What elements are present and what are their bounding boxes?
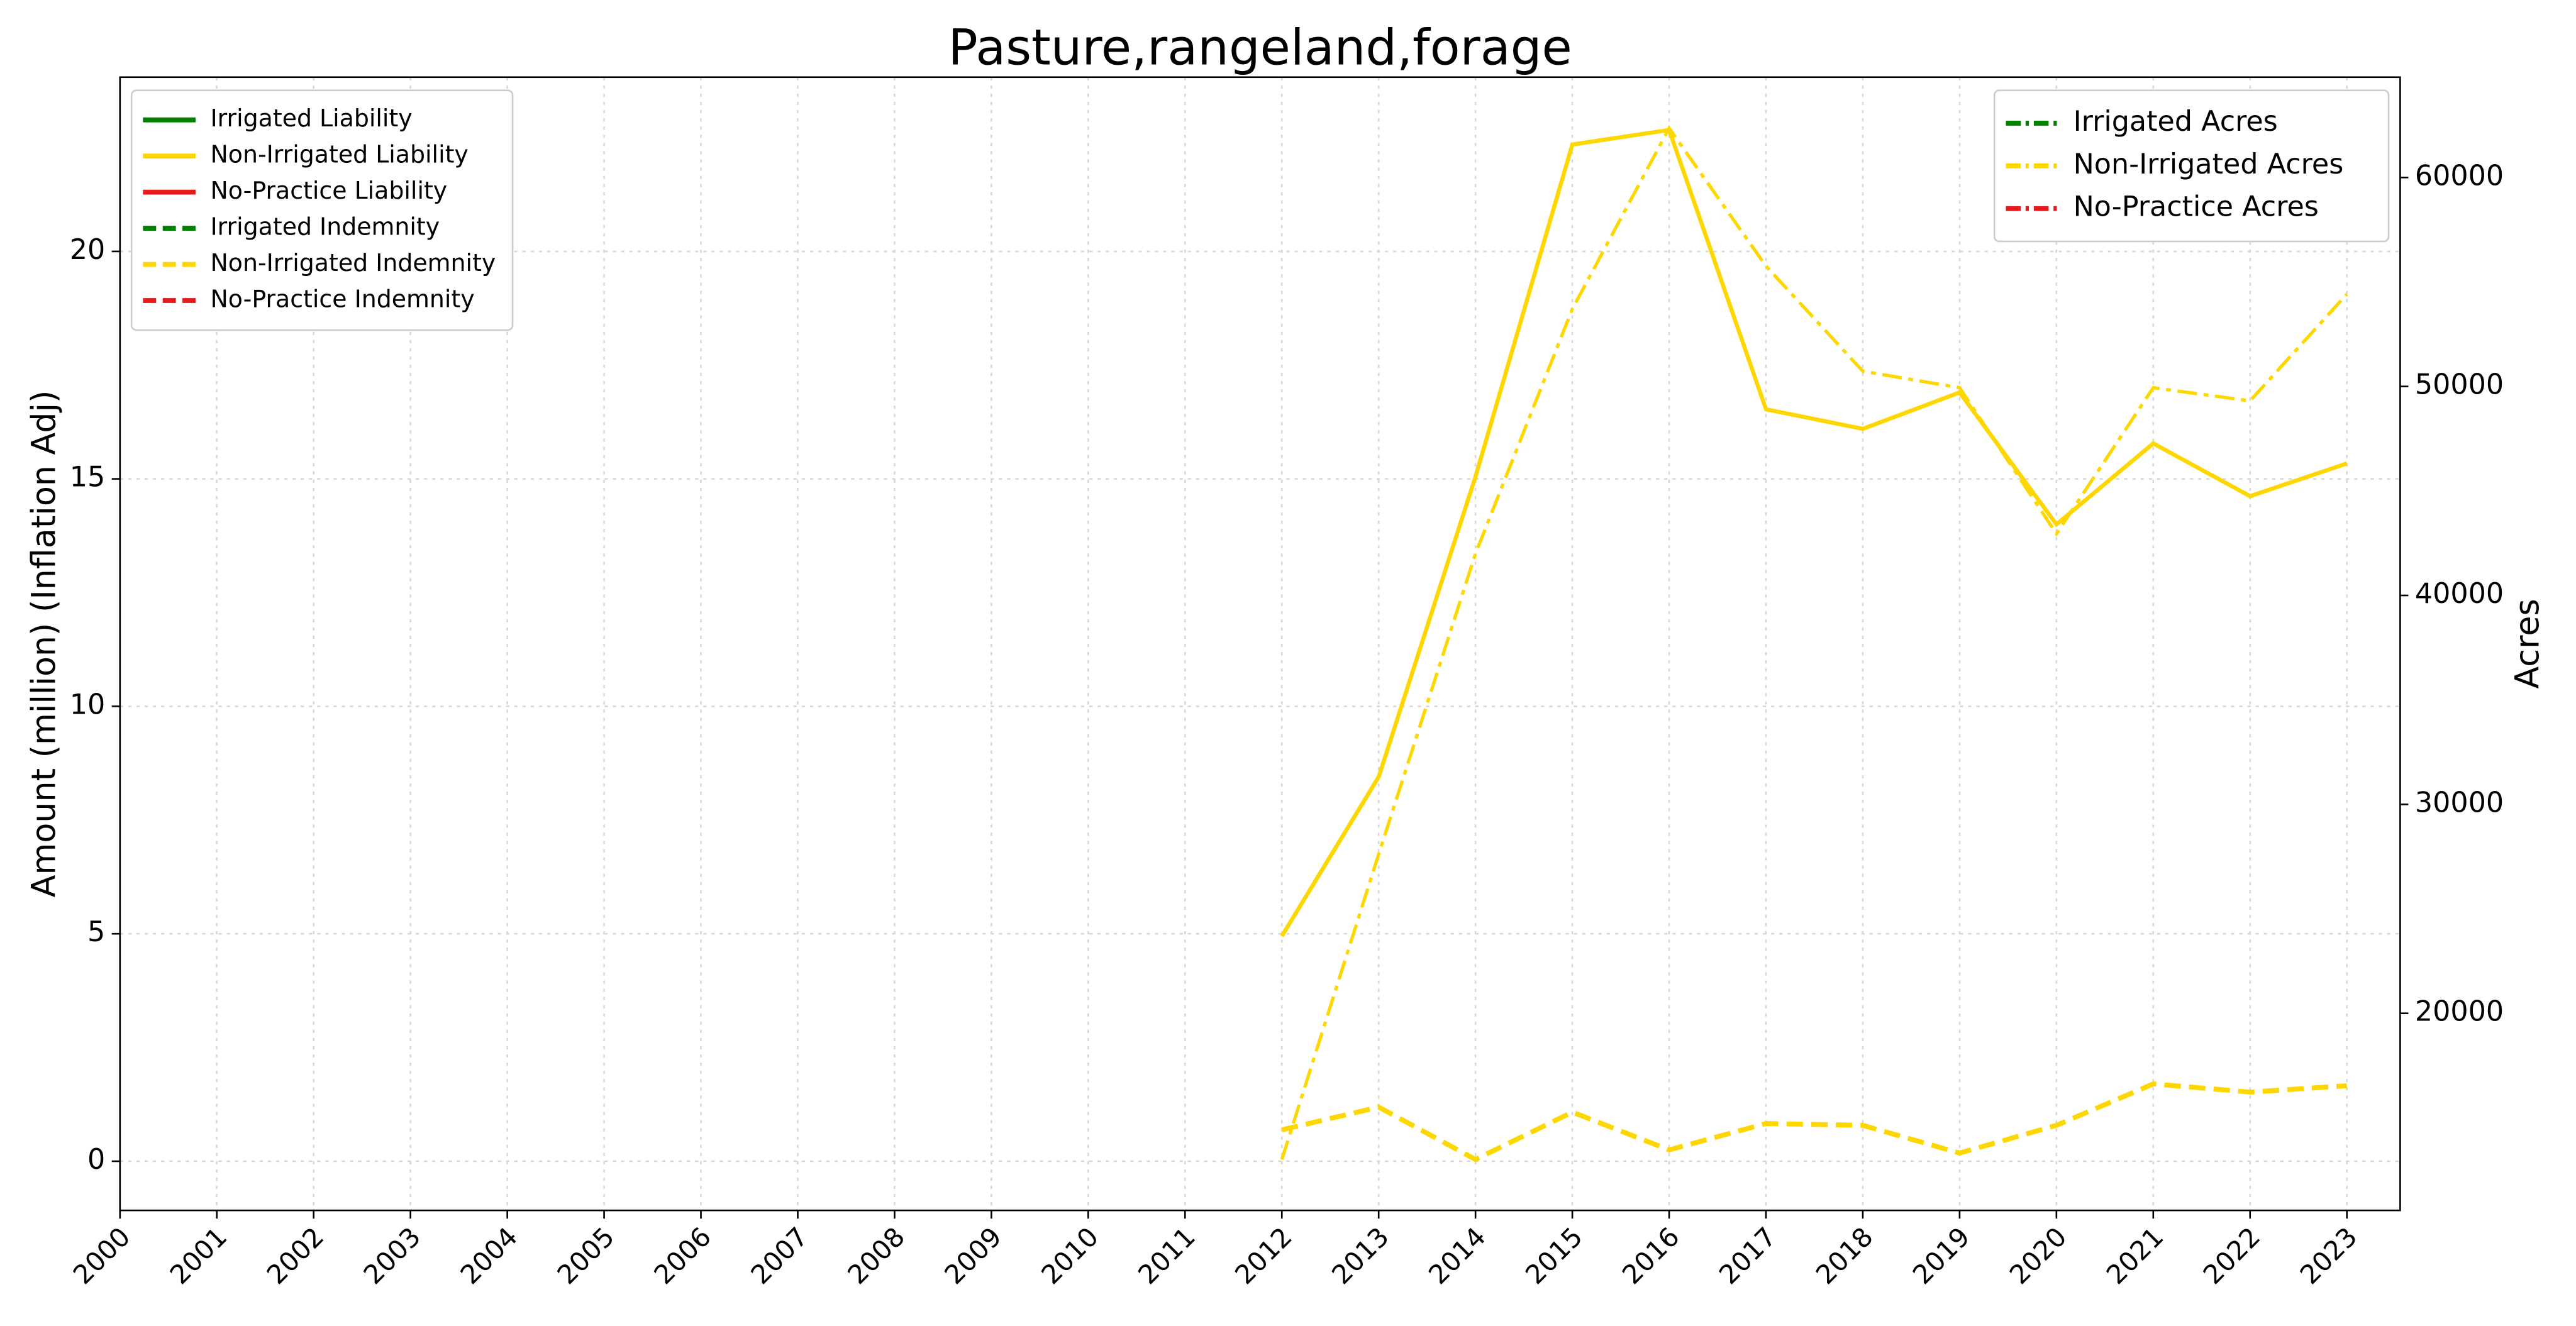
legend-label: No-Practice Indemnity bbox=[210, 285, 474, 313]
chart-title: Pasture,rangeland,forage bbox=[948, 19, 1572, 76]
y-tick-label: 10 bbox=[70, 688, 106, 721]
plot-frame bbox=[119, 76, 2401, 1212]
legend-label: No-Practice Liability bbox=[210, 177, 447, 204]
y2-tick-label: 50000 bbox=[2415, 369, 2504, 401]
series-line bbox=[1280, 128, 2348, 937]
x-tick-label: 2020 bbox=[2004, 1221, 2073, 1290]
legend-box bbox=[130, 89, 514, 331]
y2-tick-label: 30000 bbox=[2415, 787, 2504, 819]
y2-axis-label: Acres bbox=[2509, 599, 2547, 688]
legend-label: Irrigated Indemnity bbox=[210, 213, 440, 241]
series-line bbox=[1280, 124, 2348, 1160]
x-tick-label: 2023 bbox=[2294, 1221, 2363, 1290]
x-tick-label: 2013 bbox=[1326, 1221, 1395, 1290]
x-tick-label: 2015 bbox=[1519, 1221, 1589, 1290]
x-tick-label: 2001 bbox=[164, 1221, 233, 1290]
legend-label: Non-Irrigated Liability bbox=[210, 141, 468, 169]
legend-label: Irrigated Acres bbox=[2074, 106, 2278, 138]
x-tick-label: 2014 bbox=[1423, 1221, 1492, 1290]
x-tick-label: 2006 bbox=[648, 1221, 717, 1290]
x-tick-label: 2011 bbox=[1132, 1221, 1201, 1290]
legend-box bbox=[1993, 89, 2390, 243]
x-tick-label: 2010 bbox=[1035, 1221, 1104, 1290]
x-tick-label: 2016 bbox=[1616, 1221, 1685, 1290]
x-tick-label: 2000 bbox=[67, 1221, 136, 1290]
x-tick-label: 2009 bbox=[938, 1221, 1008, 1290]
y-tick-label: 5 bbox=[87, 916, 105, 948]
x-tick-label: 2022 bbox=[2197, 1221, 2267, 1290]
x-tick-label: 2007 bbox=[745, 1221, 814, 1290]
y-tick-label: 15 bbox=[70, 461, 106, 494]
y2-tick-label: 40000 bbox=[2415, 578, 2504, 610]
x-tick-label: 2008 bbox=[841, 1221, 911, 1290]
x-tick-label: 2003 bbox=[357, 1221, 426, 1290]
y-tick-label: 0 bbox=[87, 1144, 105, 1176]
legend-label: Irrigated Liability bbox=[210, 104, 412, 132]
x-tick-label: 2002 bbox=[261, 1221, 330, 1290]
series-line bbox=[1281, 1081, 2347, 1163]
x-tick-label: 2017 bbox=[1713, 1221, 1782, 1290]
x-tick-label: 2019 bbox=[1907, 1221, 1976, 1290]
x-tick-label: 2005 bbox=[551, 1221, 620, 1290]
y-tick-label: 20 bbox=[70, 234, 106, 266]
legend-label: No-Practice Acres bbox=[2074, 191, 2319, 223]
y2-tick-label: 20000 bbox=[2415, 996, 2504, 1028]
x-tick-label: 2018 bbox=[1810, 1221, 1879, 1290]
y2-tick-label: 60000 bbox=[2415, 160, 2504, 192]
legend-label: Non-Irrigated Acres bbox=[2074, 148, 2344, 180]
x-tick-label: 2012 bbox=[1229, 1221, 1298, 1290]
x-tick-label: 2004 bbox=[454, 1221, 523, 1290]
y-axis-label: Amount (million) (Inflation Adj) bbox=[25, 390, 63, 898]
legend-label: Non-Irrigated Indemnity bbox=[210, 249, 496, 277]
x-tick-label: 2021 bbox=[2101, 1221, 2170, 1290]
